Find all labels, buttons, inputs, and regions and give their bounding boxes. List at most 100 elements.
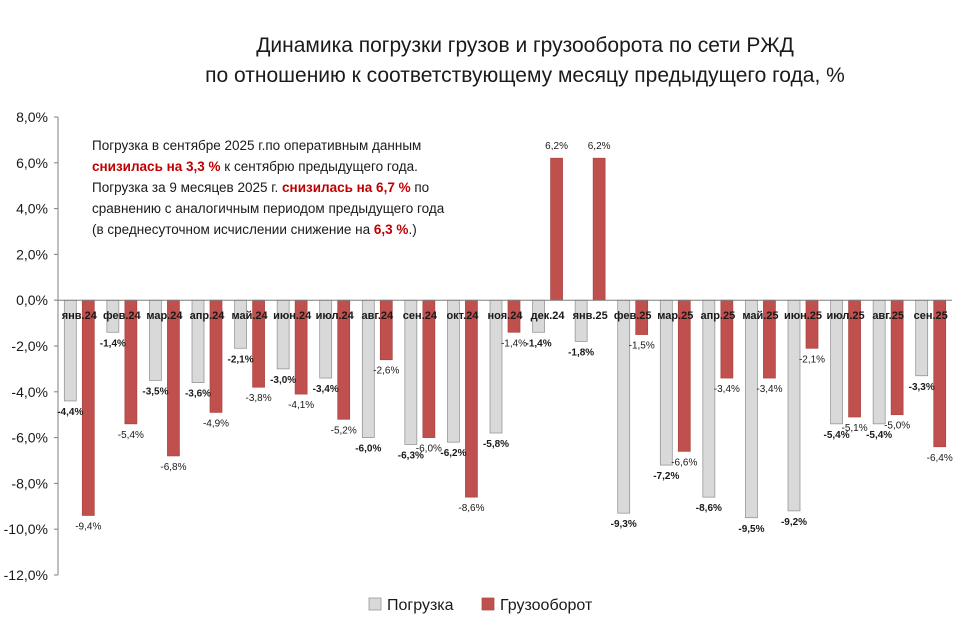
y-tick-label: -10,0% [4,521,48,537]
data-label-pogruzka: -7,2% [653,471,679,482]
data-label-gruzooborot: -3,4% [756,384,782,395]
data-label-pogruzka: -1,8% [568,347,594,358]
annotation-text: Погрузка в сентябре 2025 г.по оперативны… [92,138,422,153]
x-category-label: июл.25 [826,310,864,322]
x-category-label: апр.25 [700,310,735,322]
data-label-pogruzka: -5,4% [824,430,850,441]
x-category-label: май.25 [742,310,778,322]
x-category-label: фев.25 [614,310,652,322]
data-label-pogruzka: -6,3% [398,450,424,461]
data-label-pogruzka: -2,1% [228,354,254,365]
y-tick-label: -4,0% [11,384,48,400]
data-label-gruzooborot: 6,2% [588,141,611,152]
legend-item-gruzooborot-swatch [481,597,495,611]
bar-gruzooborot [592,157,606,301]
data-label-gruzooborot: -8,6% [458,503,484,514]
bar-gruzooborot [465,299,478,498]
data-label-pogruzka: -1,4% [526,338,552,349]
annotation-text: к сентябрю предыдущего года. [220,159,418,174]
bar-pogruzka [702,299,716,498]
data-label-pogruzka: -3,0% [270,375,296,386]
bar-pogruzka [617,299,631,514]
data-label-pogruzka: -9,5% [738,524,764,535]
x-category-label: ноя.24 [488,310,524,322]
data-label-gruzooborot: -6,4% [927,453,953,464]
annotation-text: Погрузка за 9 месяцев 2025 г. [92,180,283,195]
data-label-pogruzka: -6,2% [440,448,466,459]
y-tick-label: -6,0% [11,430,48,446]
bar-gruzooborot [167,299,180,457]
bar-gruzooborot [550,157,563,301]
annotation-text: (в среднесуточном исчислении снижение на [92,222,374,237]
data-label-pogruzka: -6,0% [355,444,381,455]
x-category-label: сен.25 [914,310,948,322]
x-category-label: янв.24 [62,310,98,322]
data-label-gruzooborot: -1,5% [629,341,655,352]
x-category-label: сен.24 [403,310,438,322]
data-label-gruzooborot: 6,2% [545,141,568,152]
y-tick-label: 0,0% [16,292,48,308]
data-label-pogruzka: -3,5% [142,386,168,397]
y-tick-label: 8,0% [16,109,48,125]
y-tick-label: -12,0% [4,567,48,583]
x-category-label: мар.24 [146,310,183,322]
x-category-label: май.24 [231,310,268,322]
y-tick-label: 2,0% [16,246,48,262]
bar-pogruzka [787,299,801,512]
y-tick-label: -8,0% [11,475,48,491]
data-label-pogruzka: -5,4% [866,430,892,441]
x-category-label: авг.25 [872,310,904,322]
annotation-line: Погрузка в сентябре 2025 г.по оперативны… [92,135,512,156]
annotation-line: (в среднесуточном исчислении снижение на… [92,219,512,240]
x-category-label: июл.24 [316,310,355,322]
chart-title-line-2: по отношению к соответствующему месяцу п… [205,64,845,87]
data-label-gruzooborot: -5,1% [842,423,868,434]
annotation-text: .) [408,222,417,237]
bar-gruzooborot [677,299,691,452]
data-label-gruzooborot: -3,8% [246,393,272,404]
data-label-gruzooborot: -5,2% [331,425,357,436]
x-category-label: окт.24 [446,310,479,322]
bar-pogruzka [659,299,673,466]
data-label-pogruzka: -9,3% [611,519,637,530]
annotation-line: снизилась на 3,3 % к сентябрю предыдущег… [92,156,512,177]
y-tick-label: 4,0% [16,201,48,217]
x-category-label: дек.24 [531,310,566,322]
x-category-label: июн.25 [784,310,822,322]
data-label-gruzooborot: -5,4% [118,430,144,441]
legend: Погрузка Грузооборот [368,597,593,614]
legend-item-pogruzka-label: Погрузка [387,597,454,614]
data-label-gruzooborot: -6,8% [160,462,186,473]
data-label-gruzooborot: -1,4% [501,338,527,349]
annotation-text: по [410,180,430,195]
annotation-text: сравнению с аналогичным периодом предыду… [92,201,445,216]
x-category-label: фев.24 [103,310,142,322]
data-label-gruzooborot: -4,9% [203,418,229,429]
x-category-label: авг.24 [361,310,394,322]
x-category-label: мар.25 [657,310,693,322]
data-label-gruzooborot: -2,1% [799,354,825,365]
data-label-pogruzka: -4,4% [57,407,83,418]
data-label-pogruzka: -5,8% [483,439,509,450]
bar-gruzooborot [379,299,393,361]
bar-pogruzka [234,299,247,349]
data-label-pogruzka: -9,2% [781,517,807,528]
data-label-gruzooborot: -6,0% [416,444,442,455]
data-label-pogruzka: -8,6% [696,503,722,514]
plot-area: 8,0% 6,0% 4,0% 2,0% 0,0% -2,0% -4,0% -6,0% -8,0%… [4,109,953,583]
annotation-line: Погрузка за 9 месяцев 2025 г. снизилась … [92,177,512,198]
annotation-highlight: 6,3 % [373,222,409,237]
annotation-highlight: снизилась на 3,3 % [92,159,221,174]
data-label-gruzooborot: -2,6% [373,366,399,377]
y-tick-label: -2,0% [11,338,48,354]
data-label-gruzooborot: -6,6% [671,457,697,468]
x-category-label: июн.24 [273,310,312,322]
data-label-gruzooborot: -9,4% [75,521,101,532]
data-label-pogruzka: -1,4% [100,338,126,349]
data-label-pogruzka: -3,3% [909,382,935,393]
bar-gruzooborot [81,299,95,516]
data-label-pogruzka: -3,4% [313,384,339,395]
annotation-highlight: снизилась на 6,7 % [282,180,411,195]
bar-gruzooborot [805,299,819,349]
